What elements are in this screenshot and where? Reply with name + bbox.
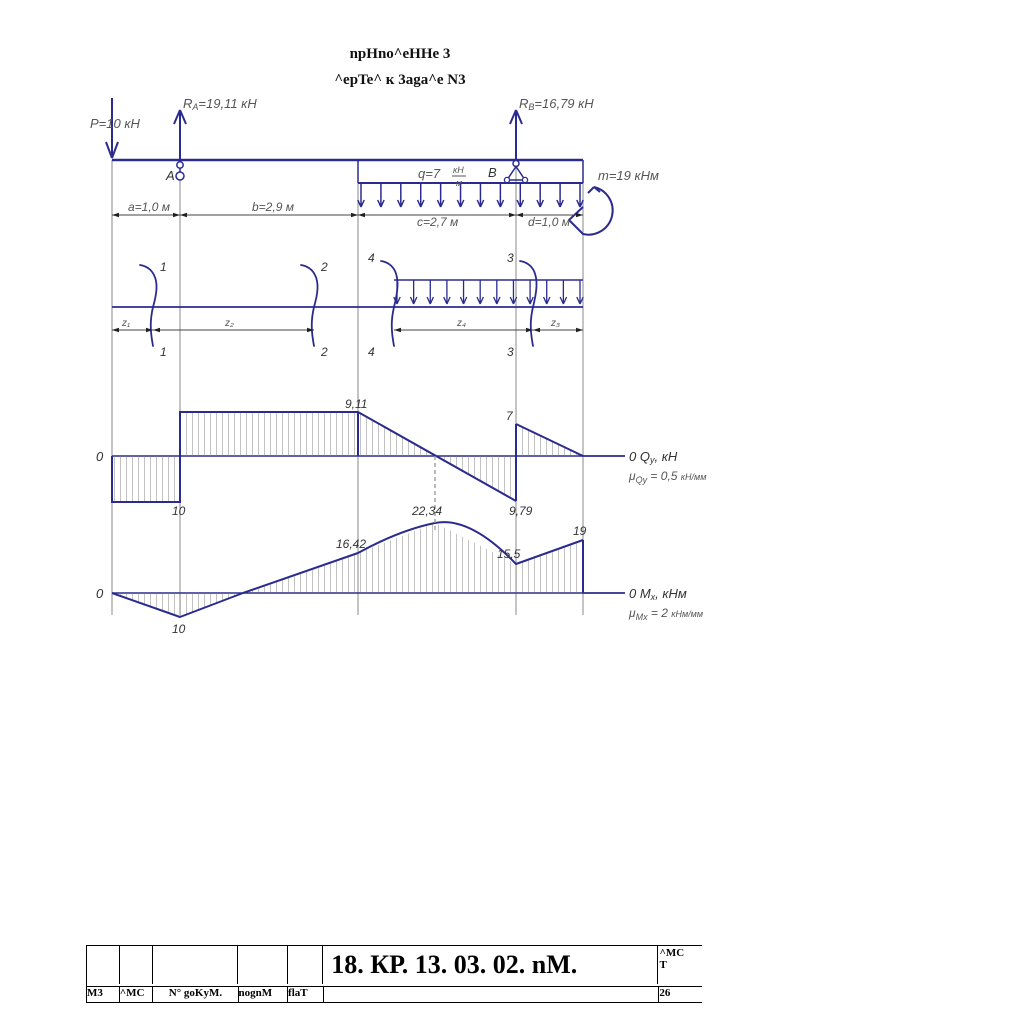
svg-text:b=2,9 м: b=2,9 м: [252, 200, 294, 214]
svg-text:d=1,0 м: d=1,0 м: [528, 215, 570, 229]
svg-text:A: A: [165, 168, 175, 183]
svg-text:z₃: z₃: [550, 318, 560, 329]
svg-text:10: 10: [172, 504, 186, 518]
svg-text:3: 3: [507, 345, 514, 359]
svg-text:22,34: 22,34: [411, 504, 442, 518]
svg-text:9,79: 9,79: [509, 504, 533, 518]
svg-text:2: 2: [320, 345, 328, 359]
svg-text:19: 19: [573, 524, 587, 538]
svg-text:c=2,7 м: c=2,7 м: [417, 215, 458, 229]
svg-text:0: 0: [96, 449, 104, 464]
svg-text:RA=19,11 кН: RA=19,11 кН: [183, 96, 257, 112]
svg-text:m=19 кНм: m=19 кНм: [598, 168, 659, 183]
svg-text:7: 7: [506, 409, 514, 423]
svg-text:15,5: 15,5: [497, 547, 521, 561]
svg-text:4: 4: [368, 251, 375, 265]
svg-text:м: м: [456, 178, 462, 188]
svg-text:q=7: q=7: [418, 166, 441, 181]
svg-text:9,11: 9,11: [345, 397, 367, 411]
svg-text:z₁: z₁: [121, 318, 130, 329]
svg-text:B: B: [488, 165, 497, 180]
svg-text:1: 1: [160, 345, 167, 359]
svg-text:P=10 кН: P=10 кН: [90, 116, 140, 131]
svg-text:μQy = 0,5 кН/мм: μQy = 0,5 кН/мм: [628, 469, 706, 485]
svg-text:0: 0: [96, 586, 104, 601]
svg-text:16,42: 16,42: [336, 537, 366, 551]
svg-text:z₄: z₄: [456, 318, 466, 329]
svg-text:z₂: z₂: [224, 318, 234, 329]
svg-text:μMx = 2 кНм/мм: μMx = 2 кНм/мм: [628, 606, 703, 622]
svg-text:RB=16,79 кН: RB=16,79 кН: [519, 96, 594, 112]
svg-text:кН: кН: [453, 165, 464, 175]
svg-text:4: 4: [368, 345, 375, 359]
svg-text:3: 3: [507, 251, 514, 265]
svg-text:0 Mx, кНм: 0 Mx, кНм: [629, 586, 687, 602]
svg-text:0 Qy, кН: 0 Qy, кН: [629, 449, 678, 465]
svg-text:10: 10: [172, 622, 186, 636]
svg-text:2: 2: [320, 260, 328, 274]
svg-text:1: 1: [160, 260, 167, 274]
svg-text:a=1,0 м: a=1,0 м: [128, 200, 170, 214]
